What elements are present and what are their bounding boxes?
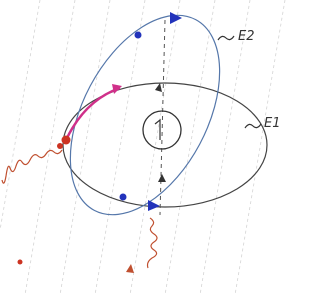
paper-line — [0, 0, 40, 230]
orbit-diagram: E2 E1 — [0, 0, 286, 295]
arrow — [148, 200, 160, 211]
arrow — [126, 264, 134, 273]
point — [62, 136, 71, 145]
wave — [148, 218, 158, 268]
label-leader — [218, 36, 234, 40]
point — [57, 143, 63, 149]
arrow — [158, 174, 166, 182]
point — [120, 194, 127, 201]
orbit-label: E2 — [238, 29, 255, 44]
arrow — [170, 12, 182, 24]
arrow — [155, 83, 162, 92]
point — [135, 32, 142, 39]
paper-lines — [0, 0, 285, 295]
central-mark — [155, 120, 160, 140]
label-leader — [245, 124, 261, 128]
page: {"labels": {"e2": "E2", "e1": "E1"}} E2 … — [0, 0, 286, 295]
point — [18, 260, 23, 265]
orbit-label: E1 — [264, 116, 281, 131]
axis-line — [160, 20, 165, 215]
transfer-arc — [66, 88, 120, 140]
